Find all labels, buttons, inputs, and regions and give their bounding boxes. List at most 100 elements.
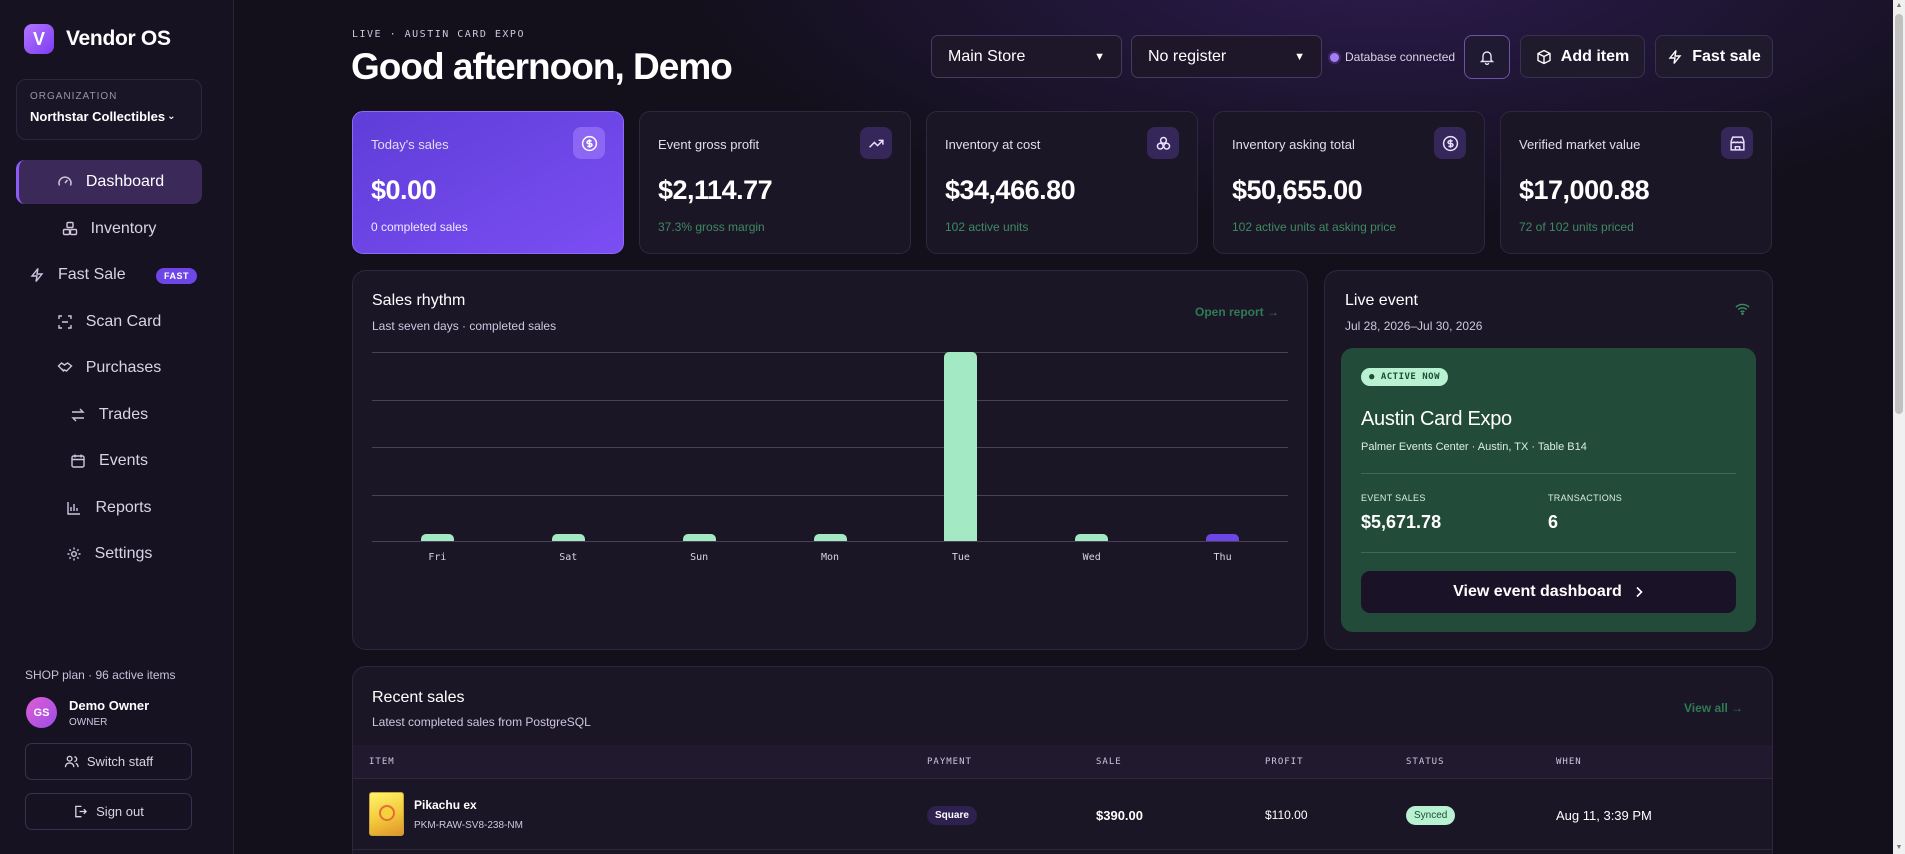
stat-card-todays-sales[interactable]: Today's sales $0.00 0 completed sales	[352, 111, 624, 254]
chevron-down-icon: ▼	[1094, 50, 1105, 63]
boxes-icon	[62, 221, 78, 237]
sales-rhythm-panel	[352, 270, 1308, 650]
sidebar-item-label: Settings	[94, 545, 153, 562]
x-tick-label: Thu	[1213, 552, 1232, 563]
stat-label: Today's sales	[371, 137, 449, 152]
organization-switcher[interactable]: ORGANIZATION Northstar Collectibles ⌄	[16, 79, 202, 140]
chart-gridline	[372, 400, 1288, 401]
organization-name: Northstar Collectibles	[30, 109, 166, 124]
sidebar-item-label: Dashboard	[85, 173, 165, 190]
boxes-icon	[1147, 127, 1179, 159]
x-tick-label: Tue	[951, 552, 970, 563]
sidebar-item-trades[interactable]: Trades	[16, 393, 202, 437]
chart-bar-sat[interactable]	[551, 534, 585, 541]
chart-bar-tue[interactable]	[944, 352, 978, 541]
sign-out-button[interactable]: Sign out	[25, 793, 192, 830]
sidebar-item-label: Inventory	[90, 219, 157, 237]
switch-staff-button[interactable]: Switch staff	[25, 743, 192, 780]
stat-card-inventory-asking-total[interactable]: Inventory asking total $50,655.00 102 ac…	[1213, 111, 1485, 254]
chart-bar-fri[interactable]	[420, 534, 454, 541]
live-event-dates: Jul 28, 2026–Jul 30, 2026	[1345, 319, 1483, 333]
fast-sale-button[interactable]: Fast sale	[1655, 35, 1773, 78]
sidebar-item-inventory[interactable]: Inventory	[16, 207, 202, 251]
chart-bar-sun[interactable]	[682, 534, 716, 541]
live-event-title: Live event	[1345, 292, 1418, 309]
sidebar-item-scan-card[interactable]: Scan Card	[16, 300, 202, 344]
view-event-dashboard-button[interactable]: View event dashboard	[1361, 571, 1736, 613]
chart-bar-wed[interactable]	[1075, 534, 1109, 541]
avatar: GS	[26, 697, 57, 728]
chevron-down-icon: ⌄	[167, 111, 176, 122]
dollar-icon	[1434, 127, 1466, 159]
chevron-right-icon	[1634, 586, 1644, 598]
sale-amount: $390.00	[1096, 808, 1143, 823]
column-header-item: ITEM	[369, 757, 395, 767]
sidebar-item-label: Trades	[98, 405, 149, 423]
stat-card-verified-market-value[interactable]: Verified market value $17,000.88 72 of 1…	[1500, 111, 1772, 254]
brand[interactable]: V Vendor OS	[24, 24, 171, 54]
stat-subtext: 102 active units	[945, 220, 1029, 234]
open-report-link[interactable]: Open report →	[1195, 305, 1280, 319]
recent-sales-title: Recent sales	[372, 689, 465, 706]
stat-label: Verified market value	[1519, 137, 1641, 152]
gauge-icon	[57, 174, 73, 190]
scrollbar-thumb[interactable]	[1895, 14, 1903, 414]
brand-name: Vendor OS	[66, 27, 171, 50]
divider	[1361, 552, 1736, 553]
store-select[interactable]: Main Store ▼	[931, 35, 1122, 78]
fast-badge: FAST	[156, 268, 198, 284]
view-all-link[interactable]: View all →	[1684, 701, 1744, 715]
live-event-tag: LIVE · AUSTIN CARD EXPO	[352, 29, 525, 40]
item-name: Pikachu ex	[414, 798, 477, 812]
stat-card-event-gross-profit[interactable]: Event gross profit $2,114.77 37.3% gross…	[639, 111, 911, 254]
sidebar-item-purchases[interactable]: Purchases	[16, 346, 202, 390]
event-sales-label: EVENT SALES	[1361, 493, 1426, 503]
scroll-down-arrow[interactable]: ▼	[1895, 844, 1903, 851]
column-header-when: WHEN	[1556, 757, 1582, 767]
chart-baseline	[372, 541, 1288, 542]
chevron-down-icon: ▼	[1294, 50, 1305, 63]
store-icon	[1721, 127, 1753, 159]
stat-value: $34,466.80	[945, 175, 1076, 205]
stat-card-inventory-at-cost[interactable]: Inventory at cost $34,466.80 102 active …	[926, 111, 1198, 254]
scan-icon	[57, 314, 73, 330]
sidebar-item-settings[interactable]: Settings	[16, 532, 202, 576]
x-tick-label: Sun	[690, 552, 709, 563]
bar-chart-icon	[66, 500, 82, 516]
sidebar-nav: Dashboard Inventory Fast Sale FAST Scan	[16, 160, 202, 579]
table-row[interactable]: Pikachu ex PKM-RAW-SV8-238-NM Square $39…	[353, 780, 1772, 850]
notifications-button[interactable]	[1464, 35, 1510, 79]
x-tick-label: Wed	[1082, 552, 1101, 563]
x-tick-label: Fri	[428, 552, 447, 563]
scroll-up-arrow[interactable]: ▲	[1895, 2, 1903, 9]
chart-bar-mon[interactable]	[813, 534, 847, 541]
stat-value: $2,114.77	[658, 175, 773, 205]
box-icon	[1536, 49, 1552, 65]
chart-bar-thu[interactable]	[1206, 534, 1240, 541]
recent-sales-subtitle: Latest completed sales from PostgreSQL	[372, 715, 591, 729]
stat-subtext: 37.3% gross margin	[658, 220, 765, 234]
chart-gridline	[372, 447, 1288, 448]
sidebar-item-label: Reports	[95, 498, 152, 516]
sign-out-icon	[73, 804, 88, 819]
sidebar-item-dashboard[interactable]: Dashboard	[16, 160, 202, 204]
payment-badge: Square	[927, 806, 977, 825]
sidebar-item-label: Events	[99, 452, 148, 469]
add-item-button[interactable]: Add item	[1520, 35, 1645, 78]
stat-subtext: 0 completed sales	[371, 220, 468, 234]
sales-rhythm-subtitle: Last seven days · completed sales	[372, 319, 557, 333]
calendar-icon	[70, 453, 86, 469]
sales-rhythm-chart: Fri Sat Sun Mon Tue Wed Thu	[372, 350, 1288, 568]
sidebar-item-events[interactable]: Events	[16, 439, 202, 483]
table-header: ITEM PAYMENT SALE PROFIT STATUS WHEN	[353, 745, 1772, 779]
trend-up-icon	[860, 127, 892, 159]
sidebar-item-fast-sale[interactable]: Fast Sale FAST	[16, 253, 202, 297]
divider	[1361, 473, 1736, 474]
brand-logo: V	[24, 24, 54, 54]
register-select[interactable]: No register ▼	[1131, 35, 1322, 78]
event-location: Palmer Events Center · Austin, TX · Tabl…	[1361, 441, 1587, 453]
status-badge: ● ACTIVE NOW	[1361, 368, 1449, 386]
stat-value: $0.00	[371, 175, 437, 205]
sidebar-item-reports[interactable]: Reports	[16, 486, 202, 530]
event-sales-value: $5,671.78	[1361, 512, 1442, 532]
